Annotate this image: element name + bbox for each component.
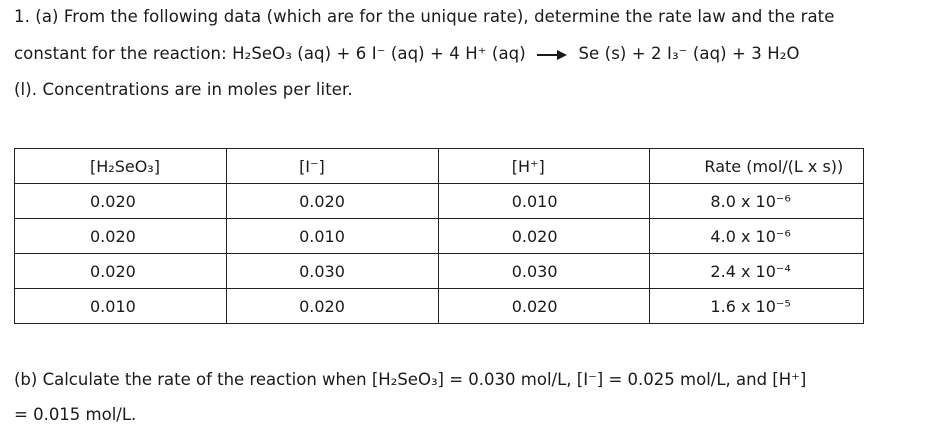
table-cell: 2.4 x 10⁻⁴ bbox=[649, 253, 864, 289]
table-cell: 4.0 x 10⁻⁶ bbox=[649, 218, 864, 254]
table-row: 0.010 0.020 0.020 1.6 x 10⁻⁵ bbox=[13, 288, 864, 324]
table-cell: 0.010 bbox=[13, 288, 228, 324]
table-cell: 0.020 bbox=[437, 288, 651, 324]
table-row: 0.020 0.020 0.010 8.0 x 10⁻⁶ bbox=[13, 183, 864, 219]
table-cell: 0.030 bbox=[226, 253, 439, 289]
header-iodide: [I⁻] bbox=[226, 148, 439, 184]
table-cell: 1.6 x 10⁻⁵ bbox=[649, 288, 864, 324]
table-row: 0.020 0.030 0.030 2.4 x 10⁻⁴ bbox=[13, 253, 864, 289]
header-h2seo3: [H₂SeO₃] bbox=[13, 148, 228, 184]
table-cell: 0.020 bbox=[13, 183, 228, 219]
reaction-reactants: constant for the reaction: H₂SeO₃ (aq) +… bbox=[14, 44, 526, 63]
header-hydrogen-ion: [H⁺] bbox=[437, 148, 651, 184]
table-cell: 0.020 bbox=[226, 183, 439, 219]
header-rate: Rate (mol/(L x s)) bbox=[649, 148, 864, 184]
table-cell: 0.020 bbox=[13, 218, 228, 254]
reaction-arrow-icon bbox=[537, 49, 568, 60]
question-line-1: 1. (a) From the following data (which ar… bbox=[14, 7, 835, 26]
part-b-line-1: (b) Calculate the rate of the reaction w… bbox=[14, 370, 807, 389]
part-b-line-2: = 0.015 mol/L. bbox=[14, 405, 137, 424]
table-cell: 0.020 bbox=[437, 218, 651, 254]
table-cell: 0.010 bbox=[226, 218, 439, 254]
table-row: 0.020 0.010 0.020 4.0 x 10⁻⁶ bbox=[13, 218, 864, 254]
reaction-products: Se (s) + 2 I₃⁻ (aq) + 3 H₂O bbox=[578, 44, 800, 63]
table-cell: 0.020 bbox=[226, 288, 439, 324]
question-line-3: (l). Concentrations are in moles per lit… bbox=[14, 80, 353, 99]
table-header-row: [H₂SeO₃] [I⁻] [H⁺] Rate (mol/(L x s)) bbox=[13, 148, 864, 184]
table-cell: 0.010 bbox=[437, 183, 651, 219]
question-line-2: constant for the reaction: H₂SeO₃ (aq) +… bbox=[14, 44, 800, 63]
rate-data-table: [H₂SeO₃] [I⁻] [H⁺] Rate (mol/(L x s)) 0.… bbox=[13, 148, 864, 324]
table-cell: 0.020 bbox=[13, 253, 228, 289]
table-cell: 8.0 x 10⁻⁶ bbox=[649, 183, 864, 219]
table-cell: 0.030 bbox=[437, 253, 651, 289]
